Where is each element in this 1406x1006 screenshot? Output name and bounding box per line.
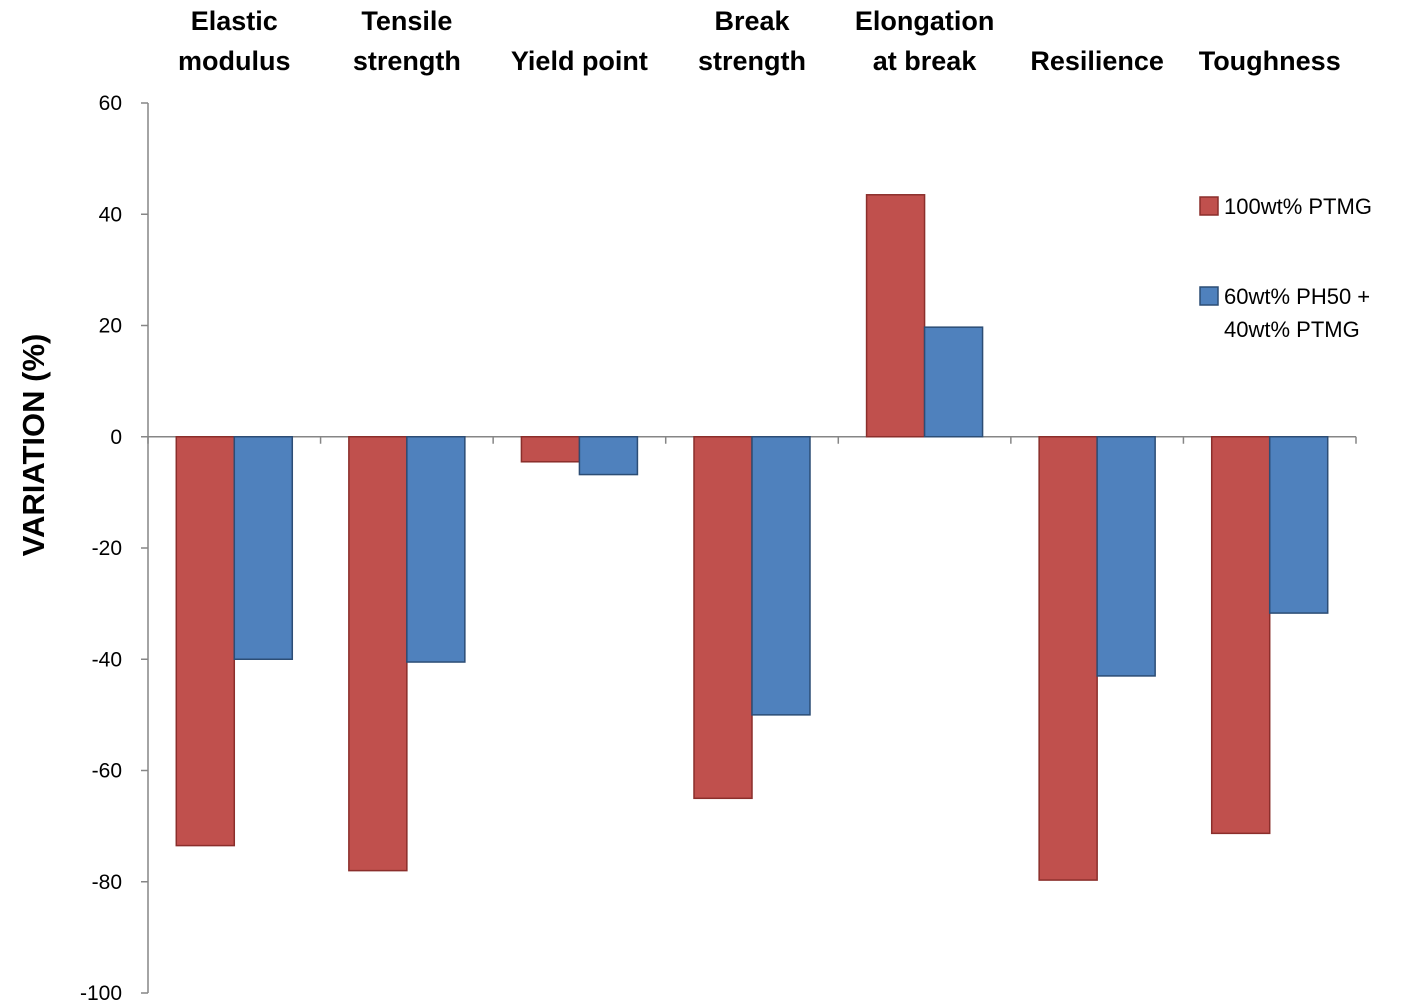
category-label: Yield point	[511, 46, 648, 76]
bar-series-2	[1096, 436, 1156, 677]
bars	[175, 194, 1329, 881]
y-tick-label: -60	[92, 760, 122, 783]
legend-swatch	[1199, 196, 1219, 216]
y-tick-label: -40	[92, 648, 122, 671]
bar-series-1	[1210, 436, 1271, 835]
bar-series-1	[348, 436, 408, 872]
y-tick-label: 20	[99, 315, 122, 338]
bar-series-2	[751, 436, 811, 716]
category-labels: Elastic modulus Tensile strength Yield point…	[178, 6, 1341, 76]
category-label: Resilience	[1030, 46, 1164, 76]
bar-series-1	[693, 436, 753, 800]
bar-series-2	[578, 436, 639, 476]
legend-label: 100wt% PTMG	[1224, 194, 1372, 219]
bar-series-2	[233, 436, 294, 660]
y-tick-label: 40	[99, 203, 122, 226]
bar-series-2	[923, 326, 984, 438]
legend: 100wt% PTMG 60wt% PH50 +40wt% PTMG	[1199, 194, 1372, 342]
bar-series-1	[520, 436, 581, 463]
category-label: Elongation at break	[855, 6, 994, 76]
bar-series-1	[1038, 436, 1098, 881]
y-tick-label: 0	[110, 426, 122, 449]
y-tick-label: 60	[99, 92, 122, 115]
category-label: Tensile strength	[353, 6, 461, 76]
legend-label: 60wt% PH50 +40wt% PTMG	[1224, 284, 1370, 342]
y-tick-label: -80	[92, 871, 122, 894]
y-tick-label: -100	[80, 982, 122, 1005]
bar-series-1	[175, 436, 236, 847]
category-label: Break strength	[698, 6, 806, 76]
category-label: Elastic modulus	[178, 6, 291, 76]
y-axis-title: VARIATION (%)	[16, 334, 51, 557]
y-tick-label: -20	[92, 537, 122, 560]
legend-swatch	[1199, 286, 1219, 306]
bar-series-2	[406, 436, 466, 663]
category-label: Toughness	[1199, 46, 1341, 76]
bar-series-1	[865, 194, 926, 438]
bar-series-2	[1268, 436, 1329, 614]
